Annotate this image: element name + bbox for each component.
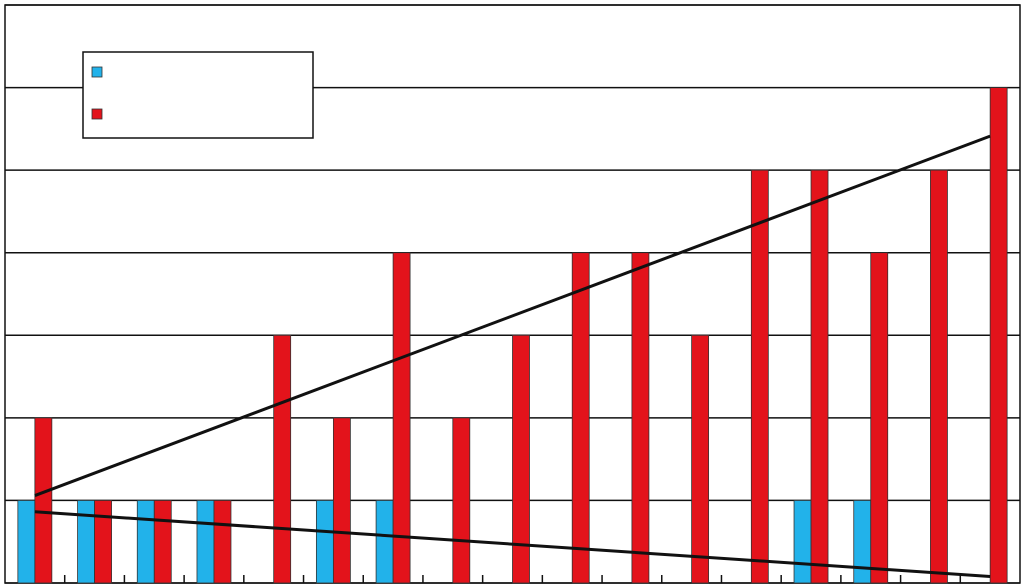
- bar: [273, 334, 292, 584]
- bar: [571, 252, 590, 584]
- legend: [82, 51, 314, 139]
- bar: [392, 252, 411, 584]
- bar: [989, 87, 1008, 584]
- bar: [512, 334, 530, 584]
- bar: [17, 500, 36, 584]
- bar: [332, 417, 351, 584]
- bar: [136, 500, 155, 584]
- bar: [196, 500, 215, 584]
- bar: [930, 169, 948, 584]
- bar: [750, 169, 769, 584]
- trend-line: [34, 510, 991, 579]
- bar: [94, 500, 112, 584]
- bar: [375, 500, 394, 584]
- bar: [691, 334, 710, 584]
- bar: [34, 417, 53, 584]
- bar: [793, 500, 812, 584]
- bar: [153, 500, 172, 584]
- bar: [870, 252, 889, 584]
- legend-swatch: [91, 108, 103, 120]
- bar: [631, 252, 650, 584]
- bar: [213, 500, 232, 584]
- bar: [452, 417, 471, 584]
- bar: [810, 169, 829, 584]
- bar: [315, 500, 334, 584]
- bar: [853, 500, 872, 584]
- trend-line: [34, 134, 991, 497]
- legend-swatch: [91, 66, 103, 78]
- bar: [77, 500, 95, 584]
